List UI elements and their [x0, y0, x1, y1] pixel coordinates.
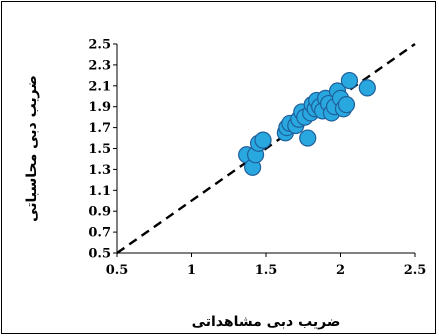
data-point-5 [254, 131, 272, 149]
x-axis-title: ضریب دبی مشاهداتی [192, 314, 341, 330]
y-tick-label-10: 2.3 [88, 58, 111, 73]
y-tick-label-3: 0.9 [88, 205, 111, 220]
data-point-13 [299, 129, 317, 147]
y-tick-label-4: 1.1 [88, 184, 111, 199]
x-tick-label-4: 2 [336, 263, 345, 278]
data-point-28 [340, 71, 359, 90]
x-tick-label-2: 1 [187, 263, 196, 278]
y-tick-label-6: 1.5 [88, 142, 111, 157]
y-axis-title: ضریب دبی محاسباتی [24, 75, 40, 222]
data-points-layer [238, 71, 376, 176]
tick-labels-layer: 0.5 1 1.5 2 2.5 0.5 0.7 0.9 1.1 1.3 1.5 1.7 1.9 2.1 2.… [88, 38, 426, 279]
y-tick-label-7: 1.7 [88, 121, 111, 136]
y-tick-label-8: 1.9 [88, 100, 111, 115]
reference-line-1to1 [116, 43, 416, 254]
y-tick-label-2: 0.7 [88, 226, 111, 241]
y-tick-label-5: 1.3 [88, 163, 111, 178]
y-tick-label-11: 2.5 [88, 38, 111, 53]
y-tick-label-1: 0.5 [88, 247, 111, 262]
data-point-27 [337, 96, 356, 114]
x-tick-label-5: 2.5 [404, 263, 427, 278]
data-point-29 [358, 79, 376, 97]
x-tick-label-1: 0.5 [106, 263, 129, 278]
y-tick-label-9: 2.1 [88, 79, 111, 94]
reference-line-layer [116, 43, 416, 254]
x-tick-label-3: 1.5 [255, 263, 278, 278]
